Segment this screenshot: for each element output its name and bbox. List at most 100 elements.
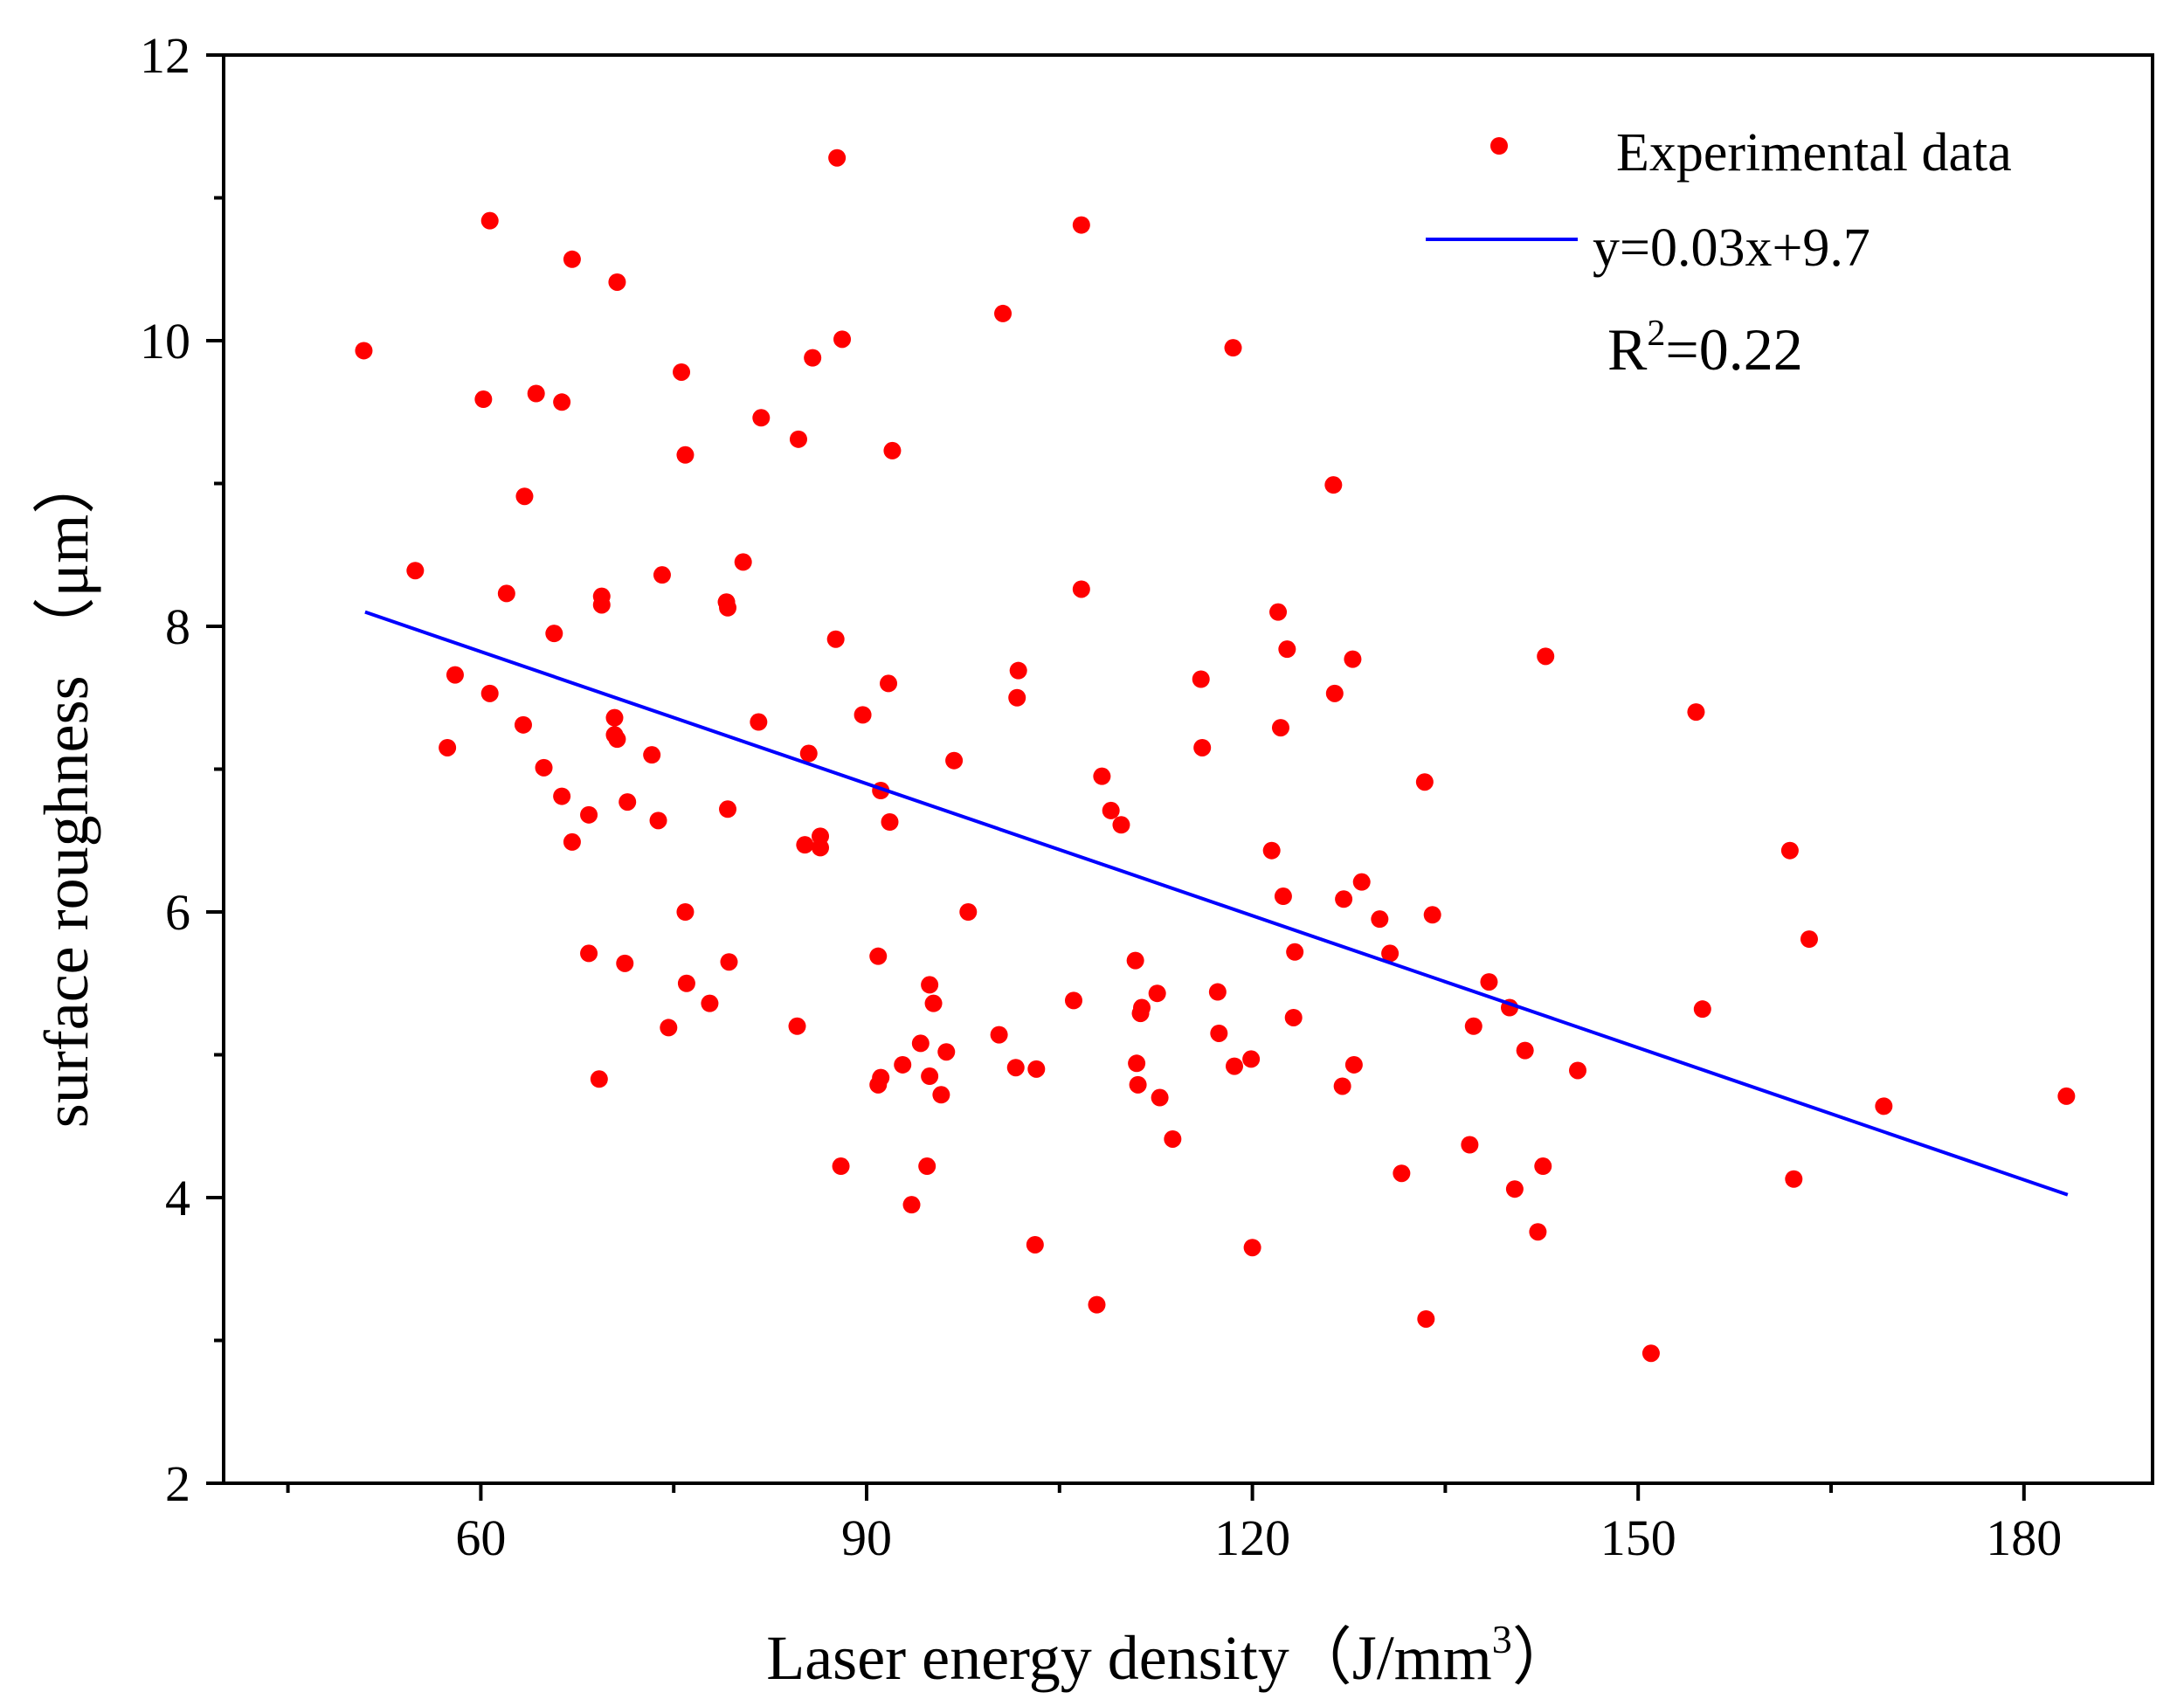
legend-label-fit: y=0.03x+9.7 [1593, 218, 1870, 278]
data-point [1344, 650, 1362, 668]
data-point [590, 1070, 608, 1088]
data-point [480, 211, 499, 230]
data-point [643, 746, 661, 764]
r-squared-sup: 2 [1647, 314, 1665, 354]
data-point [605, 708, 624, 727]
data-point [880, 674, 898, 693]
data-point [1480, 973, 1498, 991]
data-point [994, 304, 1013, 322]
data-point [1088, 1295, 1106, 1314]
data-point [527, 384, 545, 403]
data-point [826, 630, 845, 648]
data-point [1210, 1024, 1228, 1042]
data-point [1641, 1344, 1660, 1363]
y-tick-label: 4 [165, 1170, 190, 1226]
data-point [1324, 476, 1343, 494]
data-point [355, 342, 373, 360]
x-tick-label: 150 [1600, 1509, 1676, 1566]
data-point [677, 974, 695, 992]
data-point [788, 1017, 806, 1035]
data-point [1780, 841, 1799, 860]
data-point [701, 994, 719, 1012]
data-point [676, 445, 695, 464]
data-point [1243, 1239, 1261, 1257]
data-point [1072, 216, 1090, 234]
data-point [563, 250, 581, 268]
y-tick-label: 2 [165, 1455, 190, 1512]
data-point [1537, 647, 1555, 666]
data-point [1461, 1136, 1479, 1154]
data-point [1693, 1000, 1711, 1019]
x-tick-label: 60 [455, 1509, 506, 1566]
data-point [1381, 944, 1400, 963]
data-point [1352, 873, 1371, 891]
data-point [734, 553, 752, 571]
data-point [1464, 1017, 1482, 1035]
data-point [921, 976, 939, 994]
data-point [789, 430, 807, 448]
data-point [1393, 1164, 1411, 1183]
data-point [1006, 1059, 1025, 1077]
data-point [894, 1055, 912, 1074]
data-point [1225, 1057, 1243, 1075]
data-point [1335, 890, 1353, 908]
data-point [1112, 816, 1130, 834]
data-point [553, 787, 571, 805]
data-point [1785, 1170, 1803, 1188]
y-axis-title: surface roughness （μm） [31, 452, 101, 1128]
legend-marker-experimental [1490, 137, 1508, 155]
data-point [474, 390, 493, 409]
data-point [2057, 1087, 2076, 1105]
data-point [616, 954, 634, 972]
data-point [719, 800, 737, 818]
data-point [592, 596, 611, 614]
data-point [1164, 1129, 1182, 1148]
data-point [497, 584, 515, 603]
data-point [1800, 930, 1818, 949]
data-point [1064, 991, 1082, 1010]
y-tick-label: 12 [140, 27, 190, 84]
data-point [608, 730, 626, 749]
data-points [355, 148, 2076, 1363]
x-tick-label: 180 [1986, 1509, 2062, 1566]
data-point [872, 1068, 890, 1087]
data-point [545, 625, 563, 643]
data-point [515, 487, 534, 506]
data-point [553, 393, 571, 411]
data-point [796, 836, 814, 854]
data-point [750, 713, 768, 731]
legend-label-experimental: Experimental data [1616, 123, 2012, 183]
x-tick-label: 120 [1214, 1509, 1290, 1566]
data-point [883, 441, 902, 459]
data-point [1284, 1008, 1303, 1026]
data-point [869, 947, 888, 965]
data-point [902, 1196, 921, 1214]
data-point [1148, 984, 1166, 1003]
data-point [752, 409, 771, 427]
data-point [945, 751, 964, 770]
data-point [660, 1019, 678, 1037]
data-point [1534, 1157, 1552, 1176]
fit-line-layer [364, 610, 2069, 1197]
data-point [828, 148, 847, 167]
r-squared-annotation: R2=0.22 [1607, 314, 1803, 383]
data-point [1269, 603, 1288, 621]
data-point [1325, 684, 1344, 702]
data-point [1417, 1309, 1435, 1328]
y-tick-label: 6 [165, 884, 190, 941]
data-point [799, 744, 818, 763]
data-point [535, 758, 553, 777]
data-point [514, 715, 532, 734]
data-point [446, 666, 464, 684]
data-point [1415, 773, 1434, 791]
data-point [619, 793, 637, 812]
data-point [959, 903, 978, 921]
data-point [1505, 1180, 1524, 1198]
data-point [1242, 1050, 1261, 1068]
data-point [1423, 906, 1441, 924]
data-point [1151, 1088, 1169, 1107]
data-point [911, 1034, 930, 1053]
data-point [439, 738, 457, 756]
data-point [406, 562, 425, 580]
data-point [832, 1157, 850, 1176]
